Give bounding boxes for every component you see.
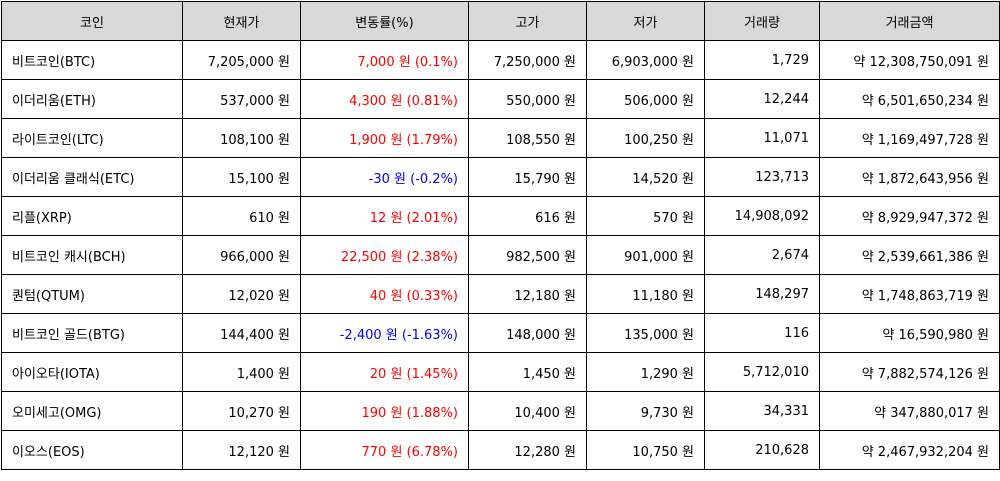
volume-cell: 210,628 [704, 430, 820, 470]
high-cell: 12,280 원 [468, 430, 587, 470]
table-row: 라이트코인(LTC) 108,100 원 1,900 원 (1.79%) 108,55… [1, 118, 1000, 158]
change-cell: -30 원 (-0.2%) [300, 157, 469, 197]
change-cell: 40 원 (0.33%) [300, 274, 469, 314]
amount-cell: 약 12,308,750,091 원 [819, 40, 1000, 80]
high-cell: 1,450 원 [468, 352, 587, 392]
price-cell: 12,120 원 [182, 430, 301, 470]
high-cell: 12,180 원 [468, 274, 587, 314]
amount-cell: 약 6,501,650,234 원 [819, 79, 1000, 119]
amount-cell: 약 1,872,643,956 원 [819, 157, 1000, 197]
table-row: 비트코인 캐시(BCH) 966,000 원 22,500 원 (2.38%) 982… [1, 235, 1000, 275]
volume-cell: 2,674 [704, 235, 820, 275]
price-cell: 610 원 [182, 196, 301, 236]
price-cell: 108,100 원 [182, 118, 301, 158]
low-cell: 506,000 원 [586, 79, 705, 119]
col-header-high: 고가 [468, 1, 587, 41]
table-row: 이더리움 클래식(ETC) 15,100 원 -30 원 (-0.2%) 15,790… [1, 157, 1000, 197]
header-row: 코인 현재가 변동률(%) 고가 저가 거래량 거래금액 [1, 1, 1000, 41]
table-row: 비트코인 골드(BTG) 144,400 원 -2,400 원 (-1.63%) 14… [1, 313, 1000, 353]
price-cell: 10,270 원 [182, 391, 301, 431]
amount-cell: 약 1,169,497,728 원 [819, 118, 1000, 158]
volume-cell: 14,908,092 [704, 196, 820, 236]
low-cell: 6,903,000 원 [586, 40, 705, 80]
high-cell: 15,790 원 [468, 157, 587, 197]
coin-name-cell: 이오스(EOS) [1, 430, 183, 470]
table-row: 오미세고(OMG) 10,270 원 190 원 (1.88%) 10,400 원 9,… [1, 391, 1000, 431]
volume-cell: 5,712,010 [704, 352, 820, 392]
low-cell: 135,000 원 [586, 313, 705, 353]
amount-cell: 약 347,880,017 원 [819, 391, 1000, 431]
volume-cell: 116 [704, 313, 820, 353]
price-cell: 1,400 원 [182, 352, 301, 392]
col-header-change: 변동률(%) [300, 1, 469, 41]
coin-name-cell: 비트코인(BTC) [1, 40, 183, 80]
low-cell: 10,750 원 [586, 430, 705, 470]
change-cell: 22,500 원 (2.38%) [300, 235, 469, 275]
coin-name-cell: 라이트코인(LTC) [1, 118, 183, 158]
col-header-volume: 거래량 [704, 1, 820, 41]
high-cell: 616 원 [468, 196, 587, 236]
volume-cell: 11,071 [704, 118, 820, 158]
high-cell: 148,000 원 [468, 313, 587, 353]
low-cell: 100,250 원 [586, 118, 705, 158]
low-cell: 1,290 원 [586, 352, 705, 392]
change-cell: 4,300 원 (0.81%) [300, 79, 469, 119]
coin-name-cell: 이더리움 클래식(ETC) [1, 157, 183, 197]
high-cell: 108,550 원 [468, 118, 587, 158]
coin-name-cell: 아이오타(IOTA) [1, 352, 183, 392]
low-cell: 9,730 원 [586, 391, 705, 431]
change-cell: -2,400 원 (-1.63%) [300, 313, 469, 353]
amount-cell: 약 16,590,980 원 [819, 313, 1000, 353]
amount-cell: 약 1,748,863,719 원 [819, 274, 1000, 314]
table-row: 이오스(EOS) 12,120 원 770 원 (6.78%) 12,280 원 10,… [1, 430, 1000, 470]
col-header-low: 저가 [586, 1, 705, 41]
change-cell: 12 원 (2.01%) [300, 196, 469, 236]
coin-name-cell: 오미세고(OMG) [1, 391, 183, 431]
coin-name-cell: 이더리움(ETH) [1, 79, 183, 119]
change-cell: 190 원 (1.88%) [300, 391, 469, 431]
price-cell: 144,400 원 [182, 313, 301, 353]
amount-cell: 약 8,929,947,372 원 [819, 196, 1000, 236]
high-cell: 10,400 원 [468, 391, 587, 431]
change-cell: 770 원 (6.78%) [300, 430, 469, 470]
volume-cell: 1,729 [704, 40, 820, 80]
coin-name-cell: 비트코인 골드(BTG) [1, 313, 183, 353]
coin-name-cell: 퀀텀(QTUM) [1, 274, 183, 314]
price-cell: 537,000 원 [182, 79, 301, 119]
col-header-amount: 거래금액 [819, 1, 1000, 41]
coin-name-cell: 리플(XRP) [1, 196, 183, 236]
price-cell: 12,020 원 [182, 274, 301, 314]
table-row: 아이오타(IOTA) 1,400 원 20 원 (1.45%) 1,450 원 1,29… [1, 352, 1000, 392]
change-cell: 1,900 원 (1.79%) [300, 118, 469, 158]
price-cell: 7,205,000 원 [182, 40, 301, 80]
low-cell: 14,520 원 [586, 157, 705, 197]
amount-cell: 약 2,539,661,386 원 [819, 235, 1000, 275]
change-cell: 7,000 원 (0.1%) [300, 40, 469, 80]
col-header-price: 현재가 [182, 1, 301, 41]
high-cell: 7,250,000 원 [468, 40, 587, 80]
coin-price-table: 코인 현재가 변동률(%) 고가 저가 거래량 거래금액 비트코인(BTC) 7,… [1, 1, 1000, 470]
table-row: 비트코인(BTC) 7,205,000 원 7,000 원 (0.1%) 7,250,… [1, 40, 1000, 80]
table-row: 퀀텀(QTUM) 12,020 원 40 원 (0.33%) 12,180 원 11,1… [1, 274, 1000, 314]
change-cell: 20 원 (1.45%) [300, 352, 469, 392]
volume-cell: 12,244 [704, 79, 820, 119]
col-header-coin: 코인 [1, 1, 183, 41]
amount-cell: 약 7,882,574,126 원 [819, 352, 1000, 392]
volume-cell: 34,331 [704, 391, 820, 431]
low-cell: 570 원 [586, 196, 705, 236]
price-cell: 966,000 원 [182, 235, 301, 275]
price-cell: 15,100 원 [182, 157, 301, 197]
table-row: 이더리움(ETH) 537,000 원 4,300 원 (0.81%) 550,000… [1, 79, 1000, 119]
table-row: 리플(XRP) 610 원 12 원 (2.01%) 616 원 570 원 14,908… [1, 196, 1000, 236]
coin-name-cell: 비트코인 캐시(BCH) [1, 235, 183, 275]
high-cell: 550,000 원 [468, 79, 587, 119]
low-cell: 11,180 원 [586, 274, 705, 314]
low-cell: 901,000 원 [586, 235, 705, 275]
volume-cell: 148,297 [704, 274, 820, 314]
high-cell: 982,500 원 [468, 235, 587, 275]
volume-cell: 123,713 [704, 157, 820, 197]
amount-cell: 약 2,467,932,204 원 [819, 430, 1000, 470]
